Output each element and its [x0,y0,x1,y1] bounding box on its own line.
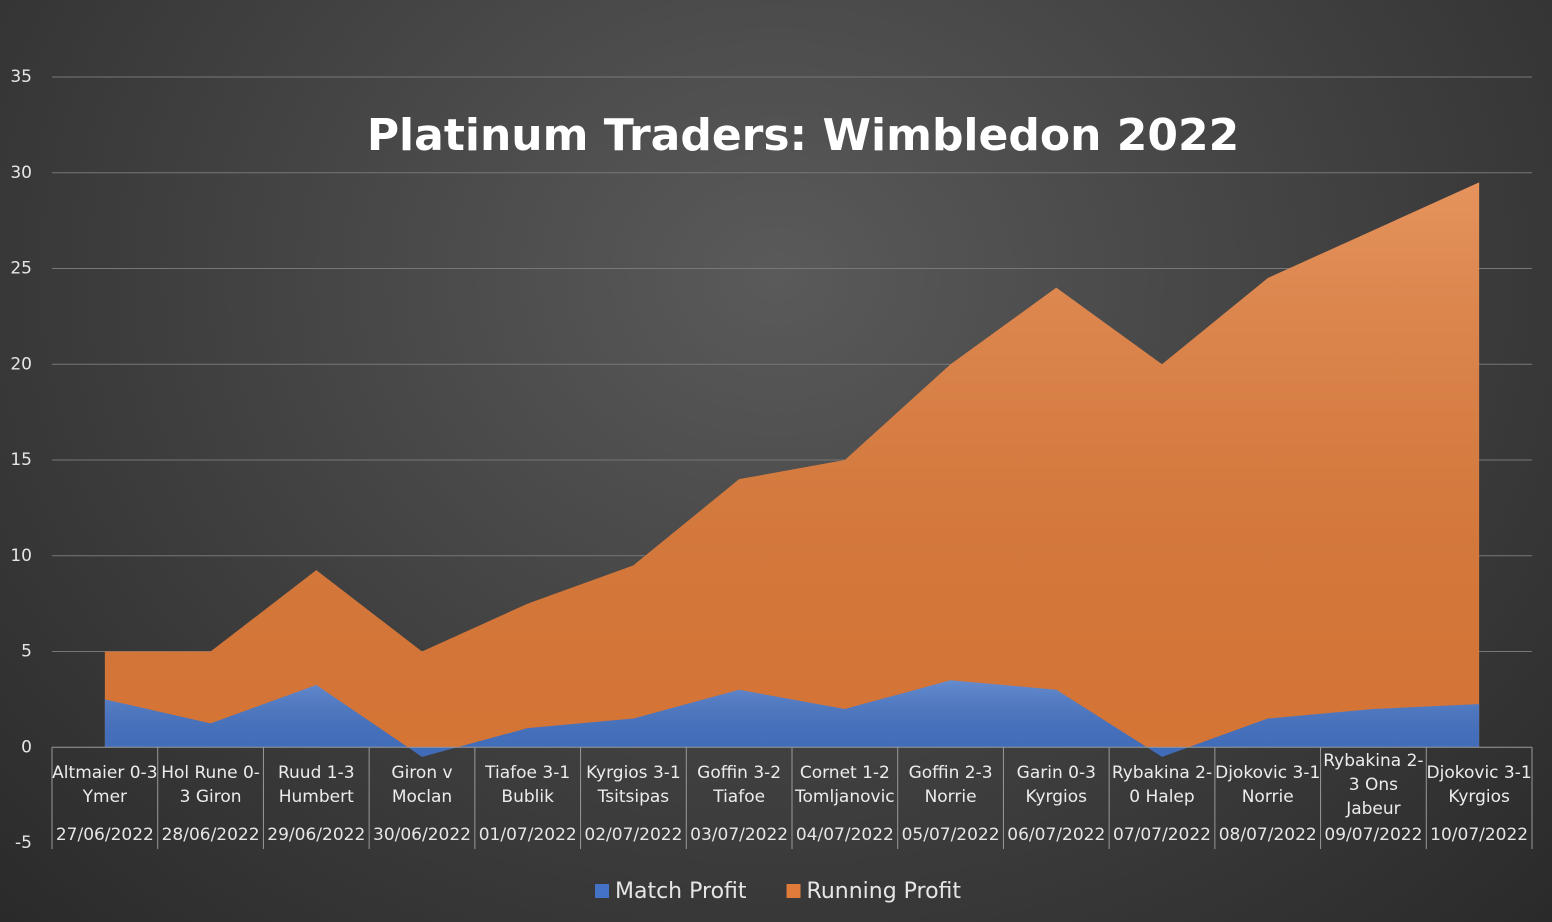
date-label: 08/07/2022 [1219,825,1317,845]
date-label: 04/07/2022 [796,825,894,845]
legend-swatch [786,884,801,898]
x-tick-label: Altmaier 0-3 Ymer [52,763,158,808]
x-tick-label: Rybakina 2-0 Halep [1111,763,1213,808]
x-tick-label: Kyrgios 3-1 Tsitsipas [586,763,681,808]
legend-label: Match Profit [615,879,747,904]
area-shade [104,182,1480,748]
date-label: 29/06/2022 [267,825,365,845]
date-label: 05/07/2022 [902,825,1000,845]
date-label: 03/07/2022 [690,825,788,845]
x-tick-label: Cornet 1-2 Tomljanovic [795,763,895,808]
date-label: 28/06/2022 [162,825,260,845]
x-tick-label: Garin 0-3 Kyrgios [1016,763,1096,808]
date-label: 07/07/2022 [1113,825,1211,845]
x-tick-label: Goffin 2-3 Norrie [908,763,993,808]
date-label: 01/07/2022 [479,825,577,845]
x-tick-label: Rybakina 2-3 Ons Jabeur [1323,751,1424,820]
y-tick-label: 0 [21,737,32,757]
y-tick-label: 35 [10,67,32,87]
x-tick-label: Goffin 3-2 Tiafoe [697,763,782,808]
date-label: 10/07/2022 [1430,825,1528,845]
x-tick-label: Ruud 1-3 Humbert [277,763,355,808]
x-tick-label: Giron v Moclan [391,763,453,808]
chart-title: Platinum Traders: Wimbledon 2022 [367,110,1239,161]
date-label: 02/07/2022 [584,825,682,845]
date-label: 06/07/2022 [1007,825,1105,845]
y-tick-label: 25 [10,259,32,279]
y-tick-label: 15 [10,450,32,470]
legend-label: Running Profit [807,879,962,904]
date-label: 09/07/2022 [1324,825,1422,845]
legend-swatch [595,884,609,898]
area-shade [104,680,1480,757]
x-tick-label: Djokovic 3-1 Kyrgios [1426,763,1532,808]
y-tick-label: -5 [15,833,32,853]
x-tick-label: Hol Rune 0-3 Giron [161,763,260,808]
x-tick-label: Djokovic 3-1 Norrie [1215,763,1321,808]
y-tick-label: 10 [10,546,32,566]
x-tick-label: Tiafoe 3-1 Bublik [485,763,571,808]
y-tick-label: 20 [10,354,32,374]
y-tick-label: 5 [21,642,32,662]
y-tick-label: 30 [10,163,32,183]
date-label: 30/06/2022 [373,825,471,845]
date-label: 27/06/2022 [56,825,154,845]
